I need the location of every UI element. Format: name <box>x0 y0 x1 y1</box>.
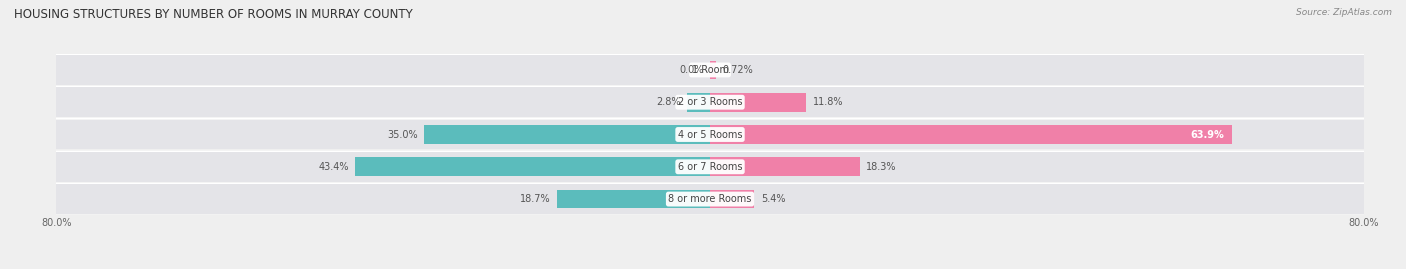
Text: HOUSING STRUCTURES BY NUMBER OF ROOMS IN MURRAY COUNTY: HOUSING STRUCTURES BY NUMBER OF ROOMS IN… <box>14 8 413 21</box>
Bar <box>557 190 710 208</box>
Text: 8 or more Rooms: 8 or more Rooms <box>668 194 752 204</box>
Text: 0.0%: 0.0% <box>679 65 703 75</box>
Bar <box>356 157 710 176</box>
Text: Source: ZipAtlas.com: Source: ZipAtlas.com <box>1296 8 1392 17</box>
Text: 4 or 5 Rooms: 4 or 5 Rooms <box>678 129 742 140</box>
Text: 0.72%: 0.72% <box>723 65 754 75</box>
Bar <box>710 61 716 79</box>
Text: 18.7%: 18.7% <box>520 194 551 204</box>
Bar <box>425 125 710 144</box>
Text: 1 Room: 1 Room <box>692 65 728 75</box>
Text: 2 or 3 Rooms: 2 or 3 Rooms <box>678 97 742 107</box>
Text: 5.4%: 5.4% <box>761 194 785 204</box>
Bar <box>688 93 710 112</box>
Text: 35.0%: 35.0% <box>387 129 418 140</box>
Text: 11.8%: 11.8% <box>813 97 844 107</box>
Bar <box>56 87 1364 117</box>
Text: 43.4%: 43.4% <box>318 162 349 172</box>
Bar <box>56 55 1364 85</box>
Text: 6 or 7 Rooms: 6 or 7 Rooms <box>678 162 742 172</box>
Bar <box>710 125 1232 144</box>
Bar <box>710 157 859 176</box>
Bar <box>56 120 1364 149</box>
Bar <box>56 184 1364 214</box>
Text: 2.8%: 2.8% <box>657 97 681 107</box>
Bar <box>710 93 807 112</box>
Text: 63.9%: 63.9% <box>1191 129 1225 140</box>
Text: 18.3%: 18.3% <box>866 162 897 172</box>
Bar <box>710 190 754 208</box>
Bar <box>56 152 1364 182</box>
